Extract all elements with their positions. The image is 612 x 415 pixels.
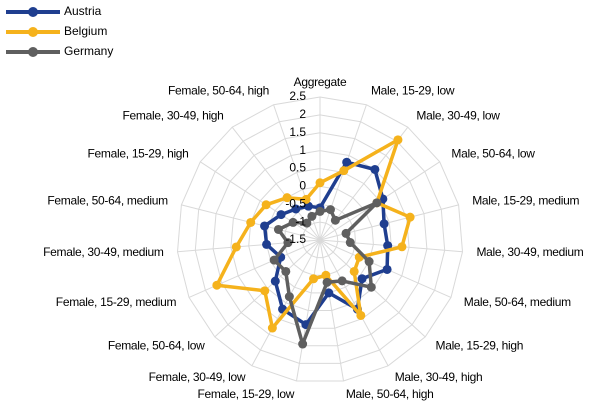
category-label: Female, 30-49, medium (43, 245, 164, 259)
category-label: Male, 15-29, medium (472, 194, 579, 208)
category-label: Male, 50-64, low (451, 146, 535, 160)
series-marker (322, 277, 332, 287)
spoke (319, 204, 459, 241)
legend-label: Belgium (64, 24, 107, 38)
series-marker (309, 274, 319, 284)
series-marker (269, 255, 279, 265)
category-label: Female, 15-29, medium (56, 295, 177, 309)
series-marker (246, 217, 256, 227)
series-marker (324, 288, 334, 298)
series-marker (303, 201, 313, 211)
grid-ring (194, 114, 446, 364)
series-marker (341, 228, 351, 238)
category-label: Female, 30-49, low (149, 370, 246, 384)
category-label: Male, 30-49, high (395, 370, 483, 384)
series-marker (345, 238, 355, 248)
series-marker (382, 264, 392, 274)
series-marker (307, 211, 317, 221)
category-label: Female, 50-64, medium (47, 194, 168, 208)
r-tick-label: -0.5 (285, 196, 306, 210)
series-marker (231, 242, 241, 252)
legend-marker (28, 7, 38, 17)
series-marker (282, 193, 292, 203)
grid-ring (230, 150, 410, 329)
category-label: Male, 15-29, low (371, 84, 455, 98)
series-marker (364, 257, 374, 267)
series-marker (301, 194, 311, 204)
legend-label: Austria (64, 4, 102, 18)
series-marker (349, 266, 359, 276)
series-marker (397, 242, 407, 252)
spoke (200, 161, 321, 241)
series-marker (284, 292, 294, 302)
series-marker (288, 217, 298, 227)
category-label: Female, 30-49, high (123, 108, 224, 122)
series-marker (262, 239, 272, 249)
series-marker (356, 310, 366, 320)
series-line (215, 138, 412, 330)
category-label: Female, 50-64, low (108, 339, 205, 353)
series-marker (267, 323, 277, 333)
spoke (188, 239, 321, 298)
series-marker (357, 274, 367, 284)
category-label: Male, 30-49, medium (476, 245, 583, 259)
r-tick-label: 1 (299, 143, 306, 157)
series-marker (379, 219, 389, 229)
series-marker (283, 238, 293, 248)
r-tick-label: 0.5 (289, 161, 306, 175)
category-label: Female, 15-29, low (198, 387, 295, 401)
category-label: Male, 50-64, medium (464, 295, 571, 309)
series-marker (405, 212, 415, 222)
series-marker (281, 266, 291, 276)
category-label: Male, 30-49, low (416, 108, 500, 122)
series-marker (260, 286, 270, 296)
series-marker (260, 221, 270, 231)
series-marker (366, 282, 376, 292)
r-tick-label: 2 (299, 107, 306, 121)
series-marker (337, 276, 347, 286)
series-marker (276, 210, 286, 220)
series-marker (325, 205, 335, 215)
grid-ring (176, 96, 464, 382)
r-tick-label: -1 (295, 214, 306, 228)
series-marker (315, 178, 325, 188)
r-tick-label: 2.5 (289, 89, 306, 103)
series-marker (270, 276, 280, 286)
series-marker (372, 198, 382, 208)
category-label: Male, 15-29, high (436, 339, 524, 353)
category-label: Male, 50-64, high (346, 387, 434, 401)
grid-ring (212, 132, 428, 347)
r-tick-label: 0 (299, 179, 306, 193)
legend-label: Germany (64, 44, 113, 58)
grid-ring (301, 221, 339, 259)
series-marker (370, 164, 380, 174)
legend-marker (28, 27, 38, 37)
r-tick-label: -1.5 (285, 232, 306, 246)
series-marker (315, 206, 325, 216)
r-tick-label: 1.5 (289, 125, 306, 139)
series-marker (212, 280, 222, 290)
series-marker (302, 218, 312, 228)
series-marker (291, 204, 301, 214)
spoke (319, 239, 345, 382)
series-marker (339, 166, 349, 176)
series-marker (383, 241, 393, 251)
spoke (251, 239, 321, 367)
series-marker (321, 270, 331, 280)
series-marker (393, 135, 403, 145)
category-label: Female, 50-64, high (168, 84, 269, 98)
series-marker (342, 157, 352, 167)
spoke (319, 239, 389, 367)
series-marker (298, 339, 308, 349)
spoke (177, 239, 321, 253)
spoke (295, 239, 321, 382)
series-marker (273, 224, 283, 234)
category-label: Female, 15-29, high (88, 146, 189, 160)
legend-marker (28, 47, 38, 57)
category-label: Aggregate (294, 75, 347, 89)
series-marker (261, 200, 271, 210)
series-marker (330, 215, 340, 225)
